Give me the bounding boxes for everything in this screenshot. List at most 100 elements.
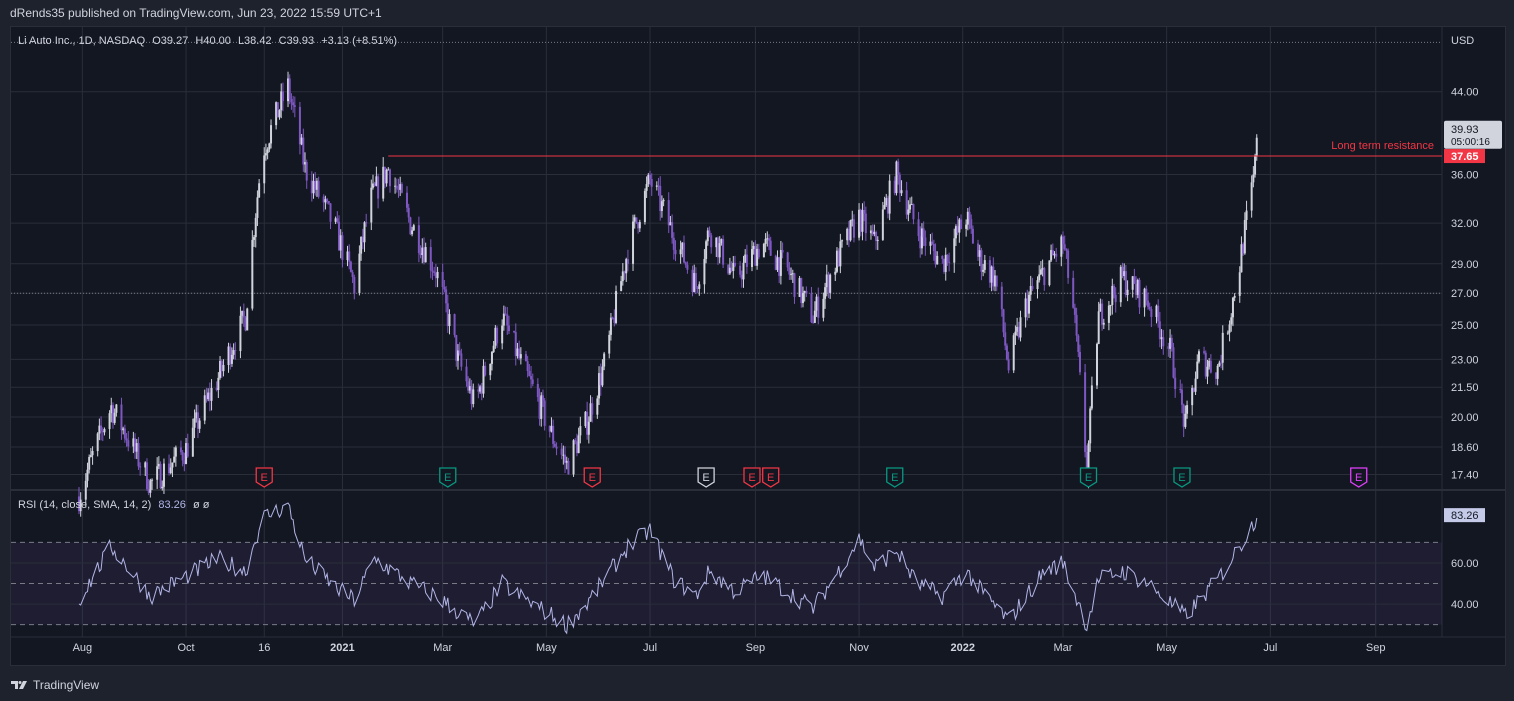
candle-body: [100, 425, 103, 431]
earnings-marker[interactable]: E: [1350, 467, 1368, 488]
candle-body: [948, 261, 951, 263]
earnings-marker[interactable]: E: [583, 467, 601, 488]
candle-body: [338, 221, 341, 251]
candle-body: [502, 313, 505, 326]
candle-body: [1101, 303, 1104, 325]
candle-body: [1186, 405, 1189, 414]
y-tick-label: 20.00: [1451, 412, 1479, 424]
candle-body: [728, 267, 731, 274]
candle-body: [322, 196, 325, 203]
candle-body: [730, 267, 733, 271]
candle-body: [1245, 210, 1248, 220]
earnings-marker[interactable]: E: [1173, 467, 1191, 488]
candle-body: [222, 364, 225, 372]
candle-body: [480, 386, 483, 394]
candle-body: [637, 222, 640, 229]
candle-body: [156, 466, 159, 480]
earnings-marker[interactable]: E: [743, 467, 761, 488]
candle-body: [1109, 304, 1112, 306]
candle-body: [1114, 294, 1117, 303]
candle-body: [137, 443, 140, 467]
candle-body: [672, 237, 675, 250]
candle-body: [834, 271, 837, 275]
candle-body: [89, 455, 92, 457]
candle-body: [698, 284, 701, 289]
candle-body: [681, 242, 684, 250]
candle-body: [565, 460, 568, 463]
x-tick-label: Sep: [1366, 642, 1386, 654]
candle-body: [123, 428, 126, 439]
rsi-title[interactable]: RSI (14, close, SMA, 14, 2): [18, 499, 152, 511]
candle-body: [1000, 286, 1003, 310]
candle-body: [1170, 337, 1173, 348]
candle-body: [479, 386, 482, 392]
candle-body: [740, 274, 743, 280]
candle-body: [1085, 452, 1088, 479]
candle-body: [422, 247, 425, 263]
earnings-marker[interactable]: E: [1079, 467, 1098, 488]
earnings-letter: E: [748, 472, 755, 484]
candle-body: [970, 219, 973, 229]
candle-body: [1230, 317, 1233, 325]
earnings-marker[interactable]: E: [762, 467, 780, 488]
candle-body: [710, 235, 713, 248]
candle-body: [745, 254, 748, 267]
candle-body: [113, 412, 116, 423]
symbol-name[interactable]: Li Auto Inc., 1D, NASDAQ: [18, 35, 146, 47]
candle-body: [864, 213, 867, 234]
candle-body: [312, 180, 315, 194]
candle-body: [934, 251, 937, 265]
candle-body: [1206, 366, 1209, 377]
candle-body: [1194, 378, 1197, 392]
candle-body: [149, 480, 152, 493]
x-tick-label: Nov: [849, 642, 869, 654]
candle-body: [181, 452, 184, 461]
candle-body: [230, 354, 233, 364]
candle-body: [778, 257, 781, 276]
candle-body: [885, 198, 888, 206]
candle-body: [650, 178, 653, 187]
earnings-marker[interactable]: E: [439, 467, 457, 488]
candle-body: [477, 389, 480, 392]
candle-body: [1051, 250, 1054, 256]
candle-body: [193, 418, 196, 428]
candle-body: [387, 169, 390, 171]
candle-body: [174, 447, 177, 457]
candle-body: [574, 440, 577, 442]
candle-body: [1136, 279, 1139, 295]
earnings-marker[interactable]: E: [697, 467, 715, 488]
earnings-letter: E: [1085, 472, 1092, 484]
candle-body: [147, 489, 150, 493]
x-tick-label: 2022: [950, 642, 974, 654]
candle-body: [1111, 285, 1114, 305]
candle-body: [1148, 306, 1151, 310]
candle-body: [907, 209, 910, 215]
candle-body: [504, 313, 507, 315]
candle-body: [205, 395, 208, 400]
candle-body: [1112, 285, 1115, 295]
candle-body: [191, 427, 194, 457]
candle-body: [1079, 351, 1082, 373]
earnings-marker[interactable]: E: [255, 467, 273, 488]
candle-body: [292, 102, 295, 106]
candle-body: [598, 373, 601, 399]
candle-body: [837, 250, 840, 267]
earnings-badge: [762, 467, 780, 488]
candle-body: [324, 199, 327, 203]
candle-body: [1192, 387, 1195, 392]
candle-body: [470, 386, 473, 405]
candle-body: [196, 412, 199, 429]
candle-body: [467, 381, 470, 391]
earnings-marker[interactable]: E: [886, 467, 904, 488]
x-tick-label: Jul: [1263, 642, 1277, 654]
candle-body: [198, 420, 201, 429]
earnings-letter: E: [444, 472, 451, 484]
candle-body: [774, 255, 777, 270]
footer-brand[interactable]: TradingView: [33, 678, 100, 692]
tradingview-logo-icon[interactable]: [10, 679, 28, 691]
chart-frame[interactable]: [10, 26, 1506, 666]
candle-body: [513, 331, 516, 333]
candle-body: [781, 249, 784, 253]
candle-body: [871, 230, 874, 235]
